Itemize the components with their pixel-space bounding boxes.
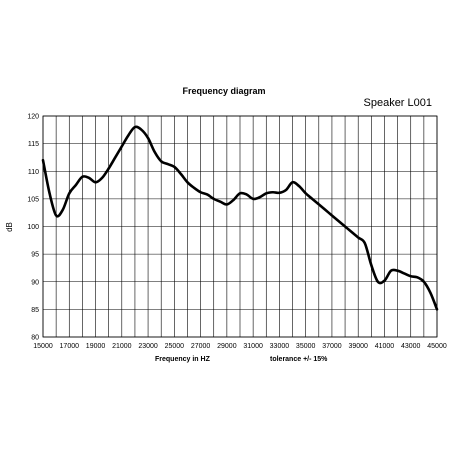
y-axis-label: dB (5, 222, 14, 232)
y-tick-label: 80 (31, 335, 39, 342)
x-tick-label: 17000 (60, 343, 80, 350)
y-tick-label: 115 (28, 141, 39, 148)
x-tick-label: 37000 (322, 343, 342, 350)
x-tick-label: 35000 (296, 343, 316, 350)
y-tick-label: 85 (31, 307, 39, 314)
x-tick-label: 39000 (348, 343, 368, 350)
x-tick-label: 33000 (270, 343, 290, 350)
x-tick-label: 15000 (33, 343, 53, 350)
y-tick-label: 110 (28, 169, 39, 176)
x-tick-label: 23000 (138, 343, 158, 350)
plot-frame (42, 115, 438, 338)
x-tick-label: 27000 (191, 343, 211, 350)
y-tick-label: 100 (27, 224, 39, 231)
axis-ticks: 15000 17000 19000 21000 23000 25000 27000 29000… (27, 114, 447, 351)
x-tick-label: 19000 (86, 343, 106, 350)
chart-subtitle: Speaker L001 (364, 97, 433, 109)
x-tick-label: 29000 (217, 343, 237, 350)
x-tick-label: 43000 (401, 343, 421, 350)
y-tick-label: 90 (31, 279, 39, 286)
chart-title: Frequency diagram (182, 86, 265, 96)
series-layer (41, 125, 439, 311)
x-tick-label: 21000 (112, 343, 132, 350)
grid (42, 115, 438, 338)
x-tick-label: 31000 (243, 343, 263, 350)
x-tick-label: 41000 (375, 343, 395, 350)
tolerance-note: tolerance +/- 15% (270, 356, 328, 363)
y-tick-label: 120 (27, 114, 39, 121)
x-axis-label: Frequency in HZ (155, 356, 211, 363)
x-tick-label: 25000 (165, 343, 185, 350)
series-line (41, 125, 439, 311)
x-tick-label: 45000 (427, 343, 447, 350)
y-tick-label: 105 (27, 196, 39, 203)
y-tick-label: 95 (31, 252, 39, 259)
